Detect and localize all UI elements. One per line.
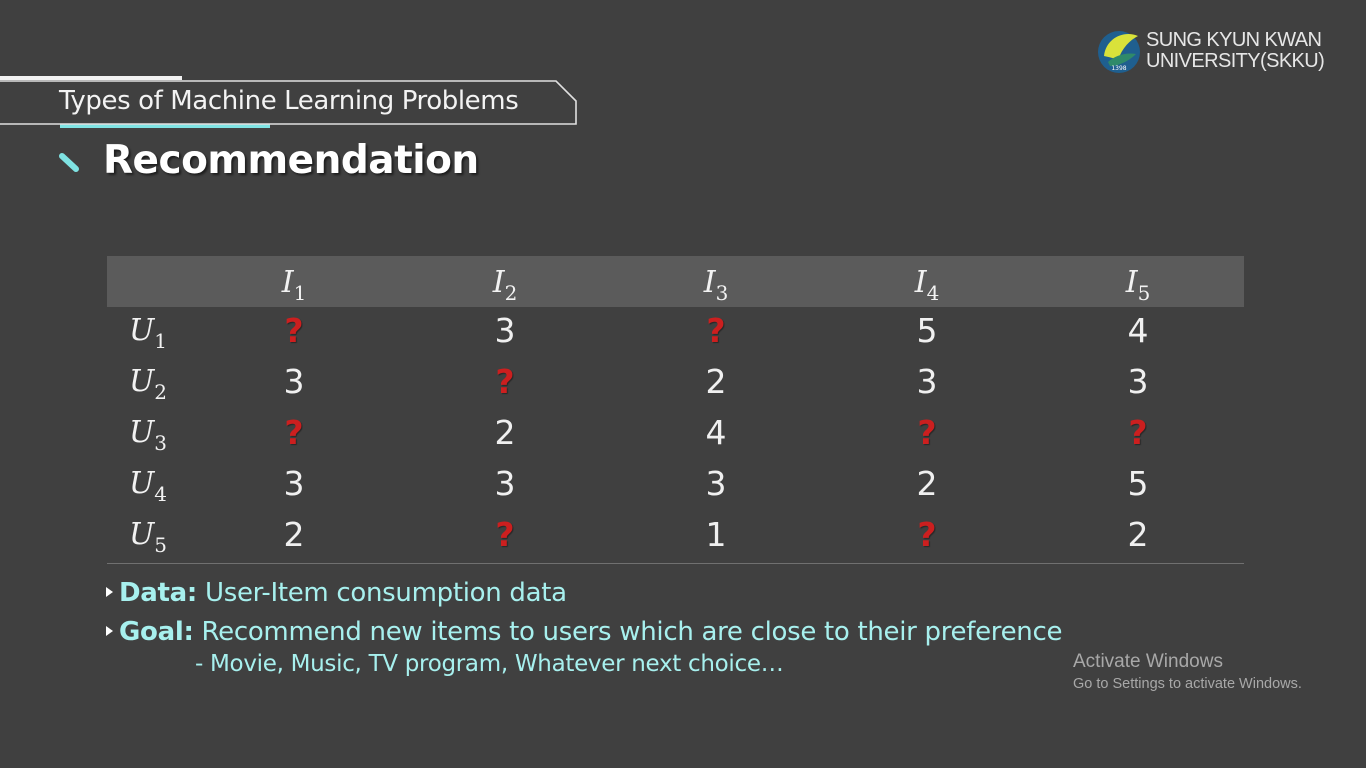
row-label-sub: 1 <box>154 329 168 353</box>
table-cell: 2 <box>1127 515 1149 554</box>
column-header-sub: 4 <box>926 281 940 305</box>
decorative-line <box>0 76 182 80</box>
column-header-base: I <box>492 265 505 300</box>
table-cell: ? <box>706 311 726 350</box>
skku-emblem-icon: 1398 <box>1098 31 1140 73</box>
column-header-sub: 2 <box>504 281 518 305</box>
table-cell: ? <box>284 413 304 452</box>
row-label-base: U <box>129 415 155 450</box>
column-header-base: I <box>914 265 927 300</box>
table-cell: ? <box>284 311 304 350</box>
table-cell: ? <box>495 362 515 401</box>
logo-line-2: UNIVERSITY(SKKU) <box>1146 50 1325 72</box>
row-label-u5: U5 <box>129 517 167 557</box>
activate-windows-title: Activate Windows <box>1073 651 1223 672</box>
column-header-i5: I5 <box>1098 265 1178 305</box>
table-cell: 3 <box>1127 362 1149 401</box>
table-cell: 4 <box>1127 311 1149 350</box>
column-header-i3: I3 <box>676 265 756 305</box>
row-label-base: U <box>129 517 155 552</box>
table-cell: 2 <box>283 515 305 554</box>
row-label-u3: U3 <box>129 415 167 455</box>
table-header-row: I1 I2 I3 I4 I5 <box>107 256 1244 307</box>
emblem-year: 1398 <box>1111 65 1126 72</box>
table-cell: 3 <box>283 464 305 503</box>
table-cell: ? <box>1128 413 1148 452</box>
row-label-u2: U2 <box>129 364 167 404</box>
table-cell: 3 <box>494 311 516 350</box>
table-body: U1 ? 3 ? 5 4 U2 3 ? 2 3 3 U3 ? 2 4 ? ? U… <box>107 307 1244 564</box>
bullet-goal: Goal: Recommend new items to users which… <box>106 617 1062 647</box>
row-label-u4: U4 <box>129 466 167 506</box>
bullet-text: User-Item consumption data <box>197 578 567 608</box>
logo-text: SUNG KYUN KWAN UNIVERSITY(SKKU) <box>1146 29 1325 72</box>
row-label-sub: 5 <box>154 533 168 557</box>
table-cell: ? <box>917 413 937 452</box>
row-label-base: U <box>129 466 155 501</box>
table-cell: 5 <box>916 311 938 350</box>
column-header-base: I <box>1125 265 1138 300</box>
row-label-u1: U1 <box>129 313 167 353</box>
table-cell: 2 <box>916 464 938 503</box>
bullet-data: Data: User-Item consumption data <box>106 578 567 608</box>
table-cell: ? <box>495 515 515 554</box>
row-label-sub: 4 <box>154 482 168 506</box>
column-header-base: I <box>281 265 294 300</box>
row-label-sub: 2 <box>154 380 168 404</box>
table-cell: 3 <box>494 464 516 503</box>
row-label-base: U <box>129 364 155 399</box>
section-title: Types of Machine Learning Problems <box>59 86 519 116</box>
table-cell: 2 <box>494 413 516 452</box>
table-cell: 1 <box>705 515 727 554</box>
column-header-base: I <box>703 265 716 300</box>
column-header-i2: I2 <box>465 265 545 305</box>
heading-bullet-icon <box>59 153 79 172</box>
table-cell: 2 <box>705 362 727 401</box>
column-header-sub: 5 <box>1137 281 1151 305</box>
column-header-sub: 1 <box>293 281 307 305</box>
bullet-key: Data: <box>119 578 197 608</box>
column-header-sub: 3 <box>715 281 729 305</box>
university-logo: 1398 SUNG KYUN KWAN UNIVERSITY(SKKU) <box>1096 26 1325 76</box>
section-tab-frame <box>0 80 577 125</box>
logo-line-1: SUNG KYUN KWAN <box>1146 29 1322 51</box>
decorative-accent-bar <box>60 122 270 128</box>
rating-matrix-table: I1 I2 I3 I4 I5 U1 ? 3 ? 5 4 U2 3 ? 2 3 3… <box>107 256 1244 564</box>
table-cell: 4 <box>705 413 727 452</box>
bullet-triangle-icon <box>106 626 113 636</box>
table-cell: 3 <box>283 362 305 401</box>
bullet-goal-examples: - Movie, Music, TV program, Whatever nex… <box>195 651 784 677</box>
table-cell: 5 <box>1127 464 1149 503</box>
bullet-key: Goal: <box>119 617 194 647</box>
row-label-base: U <box>129 313 155 348</box>
table-cell: ? <box>917 515 937 554</box>
bullet-triangle-icon <box>106 587 113 597</box>
column-header-i4: I4 <box>887 265 967 305</box>
table-cell: 3 <box>916 362 938 401</box>
row-label-sub: 3 <box>154 431 168 455</box>
table-cell: 3 <box>705 464 727 503</box>
bullet-text: Recommend new items to users which are c… <box>193 617 1063 647</box>
activate-windows-subtitle: Go to Settings to activate Windows. <box>1073 676 1302 692</box>
page-heading: Recommendation <box>103 138 479 183</box>
column-header-i1: I1 <box>254 265 334 305</box>
